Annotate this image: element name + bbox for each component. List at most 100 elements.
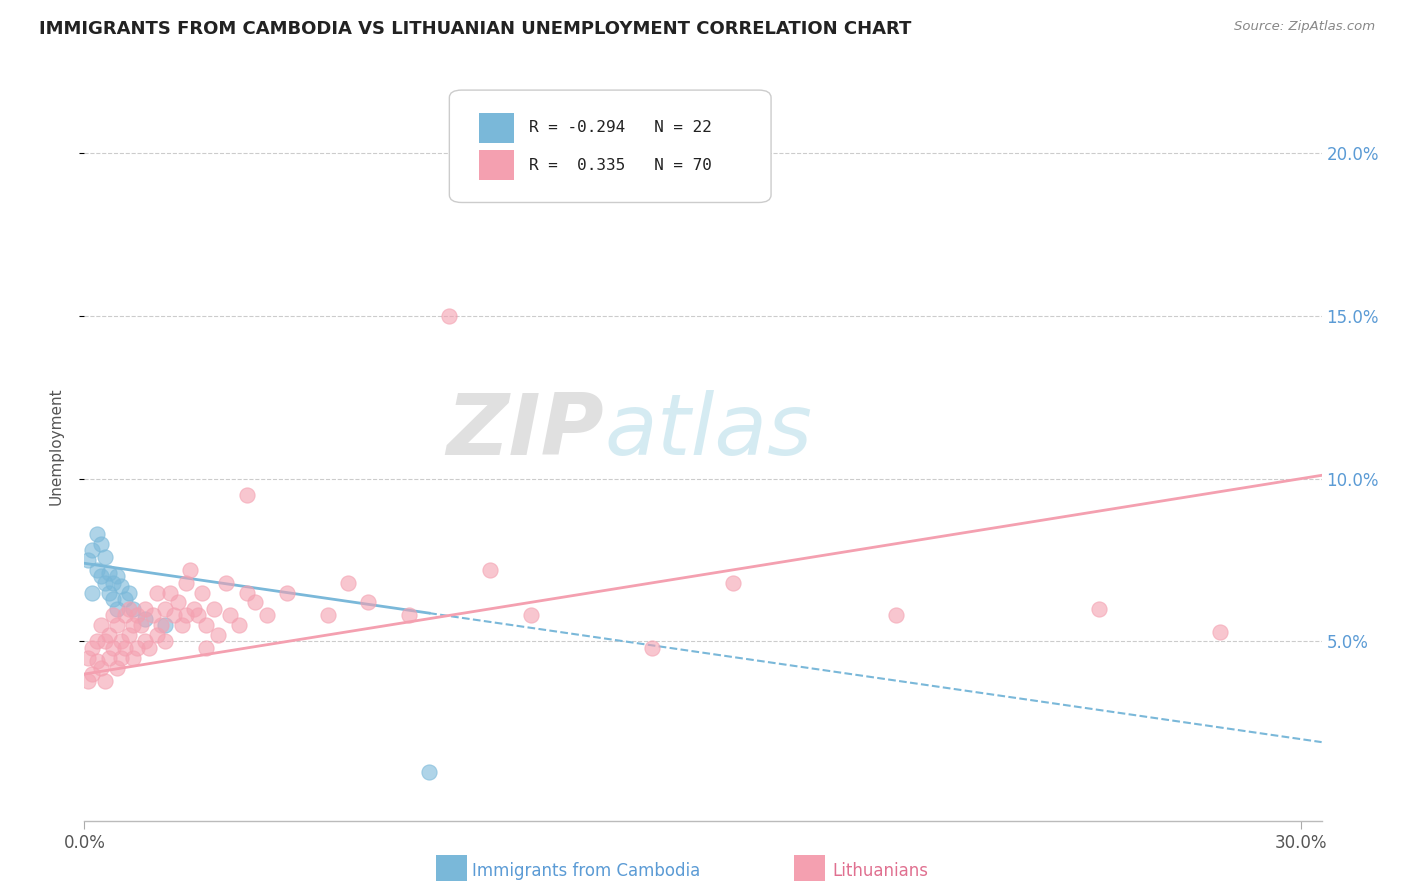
Text: atlas: atlas [605, 390, 813, 473]
Point [256, 608, 278, 623]
Point [118, 602, 141, 616]
Text: ZIP: ZIP [446, 390, 605, 473]
Point [90, 569, 112, 583]
Point [110, 650, 132, 665]
Point [110, 579, 132, 593]
Point [166, 595, 188, 609]
Point [179, 563, 201, 577]
Point [519, 608, 541, 623]
Point [93, 673, 115, 688]
Point [159, 585, 181, 599]
Point [174, 608, 197, 623]
Point [187, 608, 209, 623]
Point [101, 640, 124, 655]
Point [723, 575, 745, 590]
Point [101, 575, 124, 590]
Point [142, 608, 165, 623]
Point [122, 602, 145, 616]
Point [276, 585, 298, 599]
Point [127, 608, 149, 623]
Point [105, 602, 128, 616]
Point [93, 634, 115, 648]
Point [90, 537, 112, 551]
Point [162, 608, 184, 623]
Point [195, 618, 218, 632]
Point [77, 650, 100, 665]
Point [174, 575, 197, 590]
Point [191, 585, 214, 599]
Point [118, 628, 141, 642]
Bar [479, 150, 513, 180]
Point [884, 608, 907, 623]
Point [155, 634, 177, 648]
Point [134, 612, 156, 626]
Point [77, 673, 100, 688]
Point [1209, 624, 1232, 639]
Point [235, 488, 257, 502]
Text: Source: ZipAtlas.com: Source: ZipAtlas.com [1234, 20, 1375, 33]
Text: Immigrants from Cambodia: Immigrants from Cambodia [472, 862, 700, 880]
Point [93, 575, 115, 590]
Point [641, 640, 664, 655]
Point [77, 553, 100, 567]
Point [86, 527, 108, 541]
Point [134, 602, 156, 616]
Bar [479, 112, 513, 143]
Point [82, 585, 104, 599]
Point [105, 660, 128, 674]
Point [114, 640, 136, 655]
Point [235, 585, 257, 599]
FancyBboxPatch shape [450, 90, 770, 202]
Point [146, 628, 169, 642]
Point [479, 563, 502, 577]
Point [228, 618, 250, 632]
Point [127, 640, 149, 655]
Point [86, 563, 108, 577]
Point [439, 309, 461, 323]
Point [82, 543, 104, 558]
Point [155, 602, 177, 616]
Point [105, 569, 128, 583]
Point [1087, 602, 1109, 616]
Point [90, 618, 112, 632]
Point [86, 654, 108, 668]
Text: R =  0.335   N = 70: R = 0.335 N = 70 [529, 158, 711, 172]
Point [97, 650, 120, 665]
Point [316, 608, 339, 623]
Point [170, 618, 193, 632]
Point [101, 592, 124, 607]
Point [219, 608, 242, 623]
Point [150, 618, 173, 632]
Point [97, 585, 120, 599]
Point [90, 660, 112, 674]
Point [118, 585, 141, 599]
Point [97, 566, 120, 580]
Point [105, 618, 128, 632]
Point [207, 628, 229, 642]
Text: IMMIGRANTS FROM CAMBODIA VS LITHUANIAN UNEMPLOYMENT CORRELATION CHART: IMMIGRANTS FROM CAMBODIA VS LITHUANIAN U… [39, 20, 911, 37]
Point [398, 608, 420, 623]
Point [114, 608, 136, 623]
Point [183, 602, 205, 616]
Point [138, 640, 160, 655]
Point [82, 667, 104, 681]
Point [122, 650, 145, 665]
Point [146, 585, 169, 599]
Point [418, 764, 440, 779]
Point [129, 618, 152, 632]
Point [93, 549, 115, 564]
Point [243, 595, 266, 609]
Point [101, 608, 124, 623]
Point [357, 595, 380, 609]
Point [86, 634, 108, 648]
Point [155, 618, 177, 632]
Point [337, 575, 360, 590]
Point [202, 602, 225, 616]
Text: R = -0.294   N = 22: R = -0.294 N = 22 [529, 120, 711, 135]
Point [122, 618, 145, 632]
Point [134, 634, 156, 648]
Point [114, 592, 136, 607]
Point [110, 634, 132, 648]
Point [82, 640, 104, 655]
Point [97, 628, 120, 642]
